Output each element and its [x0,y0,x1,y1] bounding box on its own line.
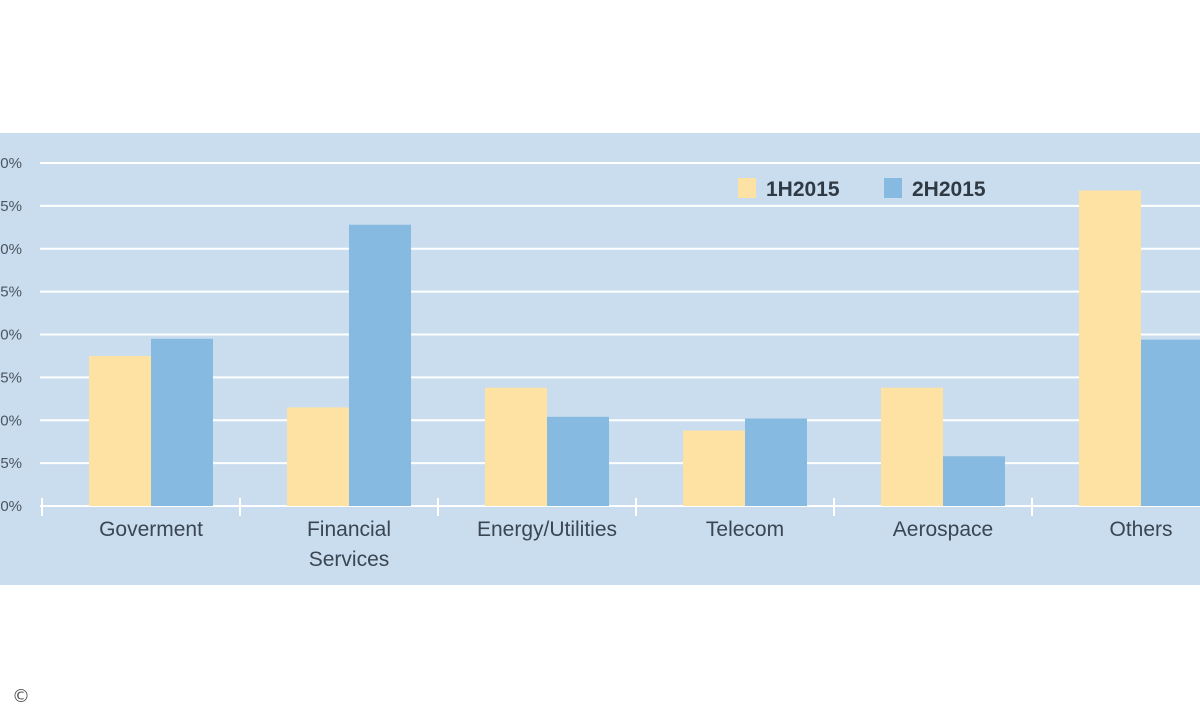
bar-2h2015 [943,456,1005,506]
bar-1h2015 [485,387,547,506]
y-tick-label: 5% [0,455,22,472]
bar-1h2015 [1079,190,1141,506]
x-category-label: Others [1109,518,1172,541]
bar-1h2015 [89,355,151,506]
copyright-mark: © [12,686,30,707]
y-tick-label: 10% [0,412,22,429]
bar-1h2015 [287,407,349,506]
y-tick-label: 40% [0,155,22,172]
bar-1h2015 [881,387,943,506]
bar-2h2015 [349,224,411,507]
x-category-label: Financial Services [307,518,391,571]
bar-2h2015 [547,416,609,506]
bar-2h2015 [745,418,807,506]
legend-swatch [884,178,902,198]
y-tick-label: 35% [0,198,22,215]
legend-label: 2H2015 [912,178,986,201]
x-category-label: Telecom [706,518,784,541]
y-tick-label: 15% [0,369,22,386]
x-category-label: Goverment [99,518,203,541]
y-tick-label: 0% [0,498,22,515]
bar-2h2015 [151,338,213,506]
x-category-label: Aerospace [893,518,993,541]
x-category-label: Energy/Utilities [477,518,617,541]
y-tick-label: 25% [0,284,22,301]
bar-2h2015 [1141,339,1200,506]
legend-swatch [738,178,756,198]
legend-label: 1H2015 [766,178,840,201]
y-tick-label: 20% [0,327,22,344]
y-tick-label: 30% [0,241,22,258]
bar-1h2015 [683,430,745,506]
